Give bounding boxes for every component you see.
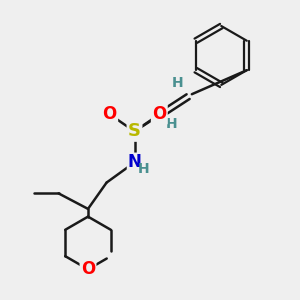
Text: O: O (152, 105, 166, 123)
Text: S: S (128, 122, 141, 140)
Text: H: H (166, 117, 178, 131)
Text: O: O (103, 105, 117, 123)
Text: H: H (172, 76, 184, 90)
Text: N: N (128, 153, 141, 171)
Text: O: O (81, 260, 95, 278)
Text: H: H (137, 162, 149, 176)
